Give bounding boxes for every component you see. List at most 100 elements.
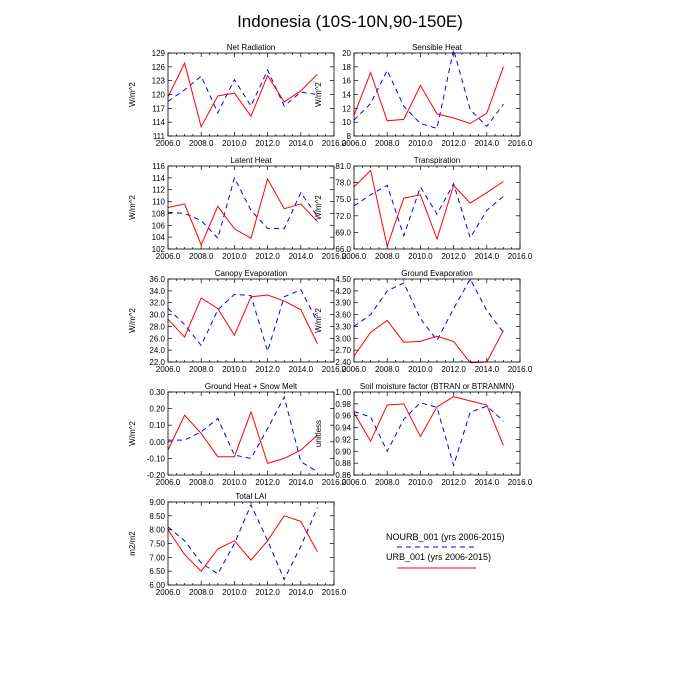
x-tick-label: 2012.0 — [255, 588, 280, 597]
legend-label-nourb: NOURB_001 (yrs 2006-2015) — [386, 532, 505, 542]
y-tick-label: 24.0 — [149, 346, 165, 355]
y-tick-label: 110 — [152, 198, 165, 207]
x-tick-label: 2014.0 — [289, 252, 314, 261]
y-tick-label: 66.0 — [335, 245, 351, 254]
y-tick-label: 7.50 — [149, 540, 165, 549]
x-tick-label: 2008.0 — [189, 588, 214, 597]
x-tick-label: 2014.0 — [475, 252, 500, 261]
panel-title: Sensible Heat — [412, 43, 463, 52]
plot-frame — [353, 391, 521, 476]
x-tick-label: 2010.0 — [222, 139, 247, 148]
panel-title: Canopy Evaporation — [215, 269, 288, 278]
y-tick-label: 6.00 — [149, 581, 165, 590]
panel-title: Total LAI — [235, 492, 266, 501]
series-line-nourb — [167, 289, 318, 354]
x-tick-label: 2008.0 — [375, 365, 400, 374]
y-tick-label: 0.88 — [335, 459, 351, 468]
y-axis-label: unitless — [314, 420, 323, 447]
y-tick-label: 0.20 — [149, 405, 165, 414]
panel-title: Latent Heat — [230, 156, 272, 165]
x-tick-label: 2014.0 — [475, 139, 500, 148]
y-tick-label: 32.0 — [149, 299, 165, 308]
series-line-urb — [167, 294, 318, 344]
x-tick-label: 2012.0 — [255, 139, 280, 148]
y-tick-label: 18 — [342, 63, 351, 72]
y-tick-label: 1.00 — [335, 388, 351, 397]
x-tick-label: 2012.0 — [441, 365, 466, 374]
x-tick-label: 2008.0 — [375, 478, 400, 487]
x-tick-label: 2010.0 — [222, 478, 247, 487]
panel-soil-moisture-factor-btran-or-btranmn: Soil moisture factor (BTRAN or BTRANMN) 2… — [314, 382, 533, 487]
y-tick-label: 8 — [347, 132, 352, 141]
x-tick-label: 2012.0 — [255, 252, 280, 261]
y-tick-label: -0.20 — [147, 471, 166, 480]
x-tick-label: 2012.0 — [255, 478, 280, 487]
plot-frame — [167, 501, 335, 586]
series-line-urb — [167, 177, 318, 247]
y-tick-label: 22.0 — [149, 358, 165, 367]
series-line-nourb — [353, 402, 504, 468]
y-tick-label: 69.0 — [335, 228, 351, 237]
x-tick-label: 2010.0 — [222, 252, 247, 261]
y-tick-label: 0.94 — [335, 424, 351, 433]
x-tick-label: 2006.0 — [342, 365, 367, 374]
x-tick-label: 2006.0 — [342, 478, 367, 487]
y-tick-label: 126 — [152, 63, 166, 72]
series-line-urb — [167, 515, 318, 572]
y-tick-label: 8.00 — [149, 526, 165, 535]
x-tick-label: 2016.0 — [508, 478, 533, 487]
y-tick-label: 111 — [153, 132, 166, 141]
x-tick-label: 2016.0 — [508, 139, 533, 148]
y-tick-label: 3.30 — [335, 322, 351, 331]
series-line-urb — [353, 66, 504, 125]
y-axis-label: m2/m2 — [128, 531, 137, 556]
series-line-urb — [353, 169, 504, 249]
plot-frame — [353, 52, 521, 137]
x-tick-label: 2006.0 — [156, 252, 181, 261]
y-tick-label: 10 — [342, 118, 351, 127]
y-axis-label: W/m^2 — [128, 82, 137, 107]
x-tick-label: 2010.0 — [408, 139, 433, 148]
y-axis-label: W/m^2 — [314, 308, 323, 333]
y-tick-label: 75.0 — [335, 195, 351, 204]
series-line-urb — [167, 410, 318, 465]
y-tick-label: 2.40 — [335, 358, 351, 367]
x-tick-label: 2006.0 — [342, 139, 367, 148]
y-axis-label: W/m^2 — [314, 82, 323, 107]
series-line-nourb — [353, 277, 504, 342]
x-tick-label: 2016.0 — [322, 139, 347, 148]
x-tick-label: 2008.0 — [189, 478, 214, 487]
x-tick-label: 2014.0 — [289, 478, 314, 487]
y-tick-label: 0.92 — [335, 435, 351, 444]
x-tick-label: 2016.0 — [322, 252, 347, 261]
x-tick-label: 2014.0 — [475, 478, 500, 487]
x-tick-label: 2016.0 — [508, 252, 533, 261]
series-line-nourb — [167, 503, 318, 581]
legend-label-urb: URB_001 (yrs 2006-2015) — [386, 552, 491, 562]
y-tick-label: 14 — [342, 91, 351, 100]
x-tick-label: 2010.0 — [222, 365, 247, 374]
x-tick-label: 2006.0 — [156, 139, 181, 148]
x-tick-label: 2014.0 — [289, 588, 314, 597]
x-tick-label: 2010.0 — [408, 365, 433, 374]
y-tick-label: 102 — [152, 245, 166, 254]
y-tick-label: 4.20 — [335, 287, 351, 296]
y-tick-label: 3.60 — [335, 311, 351, 320]
x-tick-label: 2006.0 — [156, 365, 181, 374]
legend: NOURB_001 (yrs 2006-2015) URB_001 (yrs 2… — [386, 532, 505, 569]
series-line-nourb — [167, 176, 318, 240]
x-tick-label: 2012.0 — [441, 252, 466, 261]
x-tick-label: 2012.0 — [441, 139, 466, 148]
y-tick-label: 112 — [152, 186, 165, 195]
plot-frame — [167, 278, 335, 363]
x-tick-label: 2006.0 — [342, 252, 367, 261]
y-tick-label: 129 — [152, 49, 166, 58]
panel-total-lai: Total LAI 2006.0 2008.0 2010.0 2012.0 2014.0 2… — [128, 492, 347, 597]
y-tick-label: 26.0 — [149, 334, 165, 343]
y-tick-label: 0.30 — [149, 388, 165, 397]
y-tick-label: -0.10 — [147, 454, 166, 463]
y-axis-label: W/m^2 — [128, 195, 137, 220]
